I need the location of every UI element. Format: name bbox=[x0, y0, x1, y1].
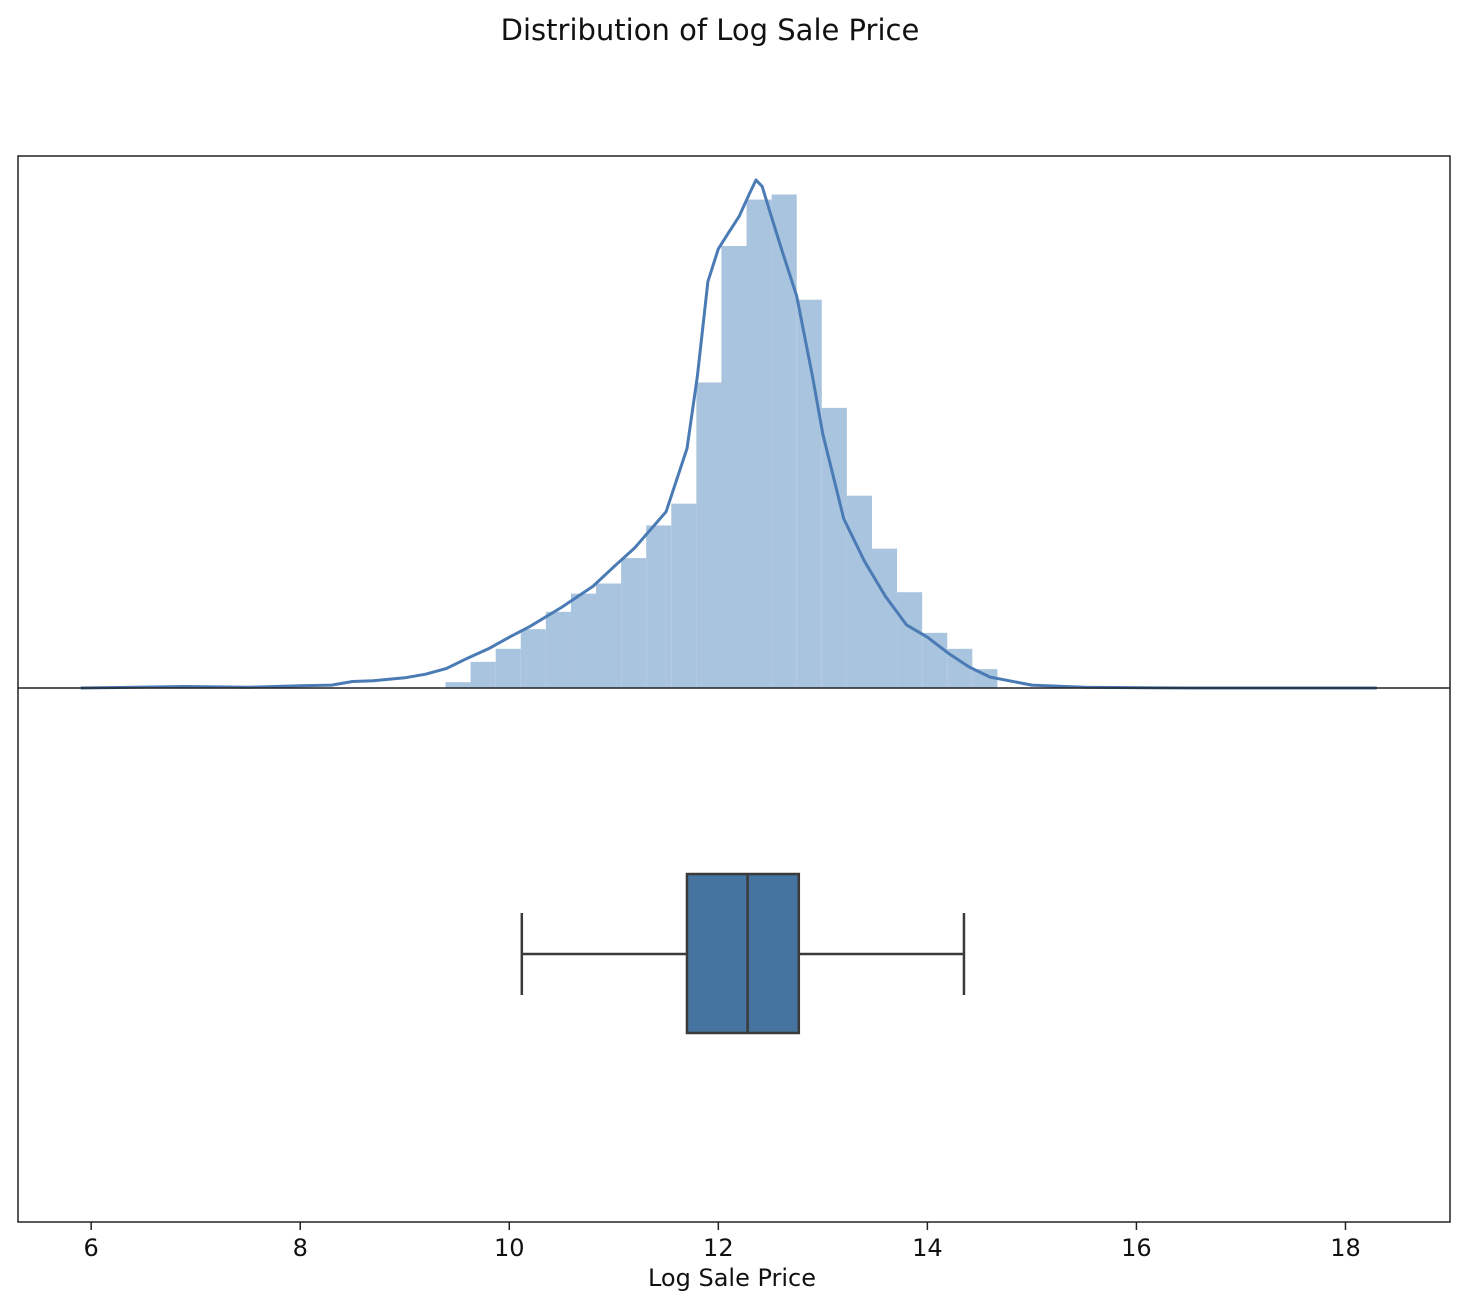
histogram-bar-13 bbox=[771, 194, 797, 688]
x-axis-label: Log Sale Price bbox=[648, 1264, 816, 1292]
histogram-bar-18 bbox=[897, 592, 923, 688]
x-tick-label-14: 14 bbox=[912, 1234, 943, 1262]
histogram-bar-2 bbox=[495, 648, 521, 688]
x-tick-label-12: 12 bbox=[703, 1234, 734, 1262]
x-tick-label-6: 6 bbox=[84, 1234, 99, 1262]
chart-title: Distribution of Log Sale Price bbox=[501, 13, 920, 47]
histogram-bar-10 bbox=[696, 382, 722, 688]
histogram-bar-16 bbox=[846, 495, 872, 688]
histogram-bar-8 bbox=[646, 525, 672, 688]
histogram-bar-17 bbox=[871, 548, 898, 688]
histogram-bar-9 bbox=[671, 503, 697, 688]
histogram-layer bbox=[445, 194, 998, 689]
x-tick-label-8: 8 bbox=[293, 1234, 308, 1262]
kde-line bbox=[80, 178, 1377, 690]
histogram-bar-7 bbox=[621, 558, 647, 688]
x-axis-ticks: 6 8 10 12 14 16 18 bbox=[84, 1222, 1361, 1262]
histogram-bar-6 bbox=[596, 583, 622, 688]
box-iqr bbox=[685, 872, 801, 1035]
histogram-bar-21 bbox=[972, 669, 998, 688]
boxplot bbox=[520, 872, 966, 1035]
histogram-bar-12 bbox=[746, 199, 772, 688]
histogram-bar-11 bbox=[721, 246, 747, 689]
histogram-bar-4 bbox=[545, 611, 571, 688]
histogram-bar-3 bbox=[520, 629, 546, 688]
x-tick-label-18: 18 bbox=[1330, 1234, 1361, 1262]
x-tick-label-10: 10 bbox=[494, 1234, 525, 1262]
axes-frame bbox=[17, 155, 1451, 1223]
x-tick-label-16: 16 bbox=[1121, 1234, 1152, 1262]
histogram-bar-1 bbox=[470, 661, 496, 688]
histogram-bar-0 bbox=[445, 682, 471, 688]
histogram-bar-5 bbox=[570, 593, 597, 688]
histogram-bar-15 bbox=[821, 407, 847, 688]
